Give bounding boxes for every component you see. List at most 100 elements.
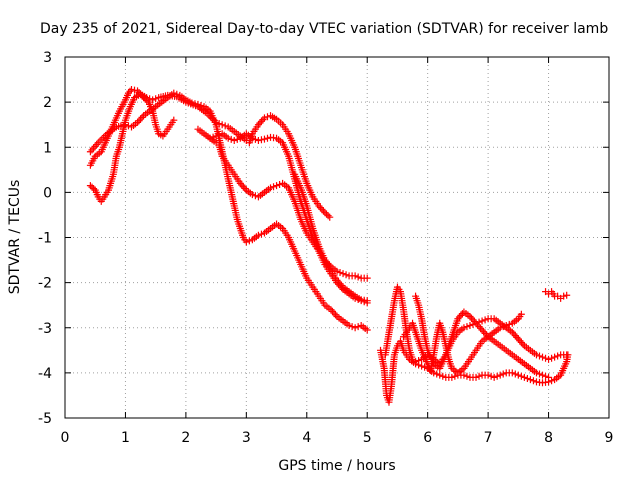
data-point xyxy=(316,204,324,212)
data-point xyxy=(212,132,220,140)
data-point xyxy=(315,202,323,210)
data-point xyxy=(260,135,268,143)
data-point xyxy=(510,330,518,338)
data-point xyxy=(519,340,527,348)
data-point xyxy=(236,179,244,187)
x-tick-label: 8 xyxy=(544,430,553,446)
data-point xyxy=(483,331,491,339)
data-point xyxy=(86,148,94,156)
data-point xyxy=(149,96,157,104)
data-point xyxy=(324,212,332,220)
data-point xyxy=(233,135,241,143)
data-point xyxy=(170,116,178,124)
data-point xyxy=(259,116,267,124)
data-point xyxy=(242,238,250,246)
y-tick-label: -4 xyxy=(38,366,52,382)
data-point xyxy=(511,370,519,378)
data-point xyxy=(560,292,568,300)
data-point xyxy=(535,370,543,378)
y-tick-label: -3 xyxy=(38,321,52,337)
data-point xyxy=(529,377,537,385)
data-point xyxy=(134,118,142,126)
x-tick-label: 5 xyxy=(363,430,372,446)
data-point xyxy=(241,184,249,192)
data-point xyxy=(254,136,262,144)
data-point xyxy=(412,358,420,366)
data-point xyxy=(460,324,468,332)
x-tick-label: 2 xyxy=(181,430,190,446)
data-point xyxy=(436,371,444,379)
data-point xyxy=(263,134,271,142)
data-point xyxy=(230,136,238,144)
data-point xyxy=(345,321,353,329)
data-point xyxy=(451,372,459,380)
data-point xyxy=(318,205,326,213)
data-point xyxy=(90,144,98,152)
data-point xyxy=(505,320,513,328)
x-tick-label: 7 xyxy=(484,430,493,446)
data-point xyxy=(333,276,341,284)
data-point xyxy=(351,272,359,280)
series-track-5 xyxy=(206,130,371,307)
data-point xyxy=(418,362,426,370)
series-track-7 xyxy=(377,337,572,406)
data-point xyxy=(554,352,562,360)
data-point xyxy=(539,371,547,379)
data-point xyxy=(496,371,504,379)
data-point xyxy=(523,375,531,383)
data-point xyxy=(256,119,264,127)
data-point xyxy=(351,324,359,332)
data-point xyxy=(499,370,507,378)
data-point xyxy=(478,317,486,325)
data-point xyxy=(520,373,528,381)
data-point xyxy=(328,307,336,315)
data-point xyxy=(455,313,463,321)
data-point xyxy=(338,281,346,289)
data-point xyxy=(516,337,524,345)
data-point xyxy=(137,115,145,123)
data-point xyxy=(542,354,550,362)
data-point xyxy=(91,142,99,150)
y-tick-label: -5 xyxy=(38,411,52,427)
data-point xyxy=(469,316,477,324)
data-point xyxy=(90,185,98,193)
data-point xyxy=(542,372,550,380)
data-point xyxy=(326,213,334,221)
x-tick-label: 4 xyxy=(302,430,311,446)
data-point xyxy=(330,309,338,317)
data-point xyxy=(254,231,262,239)
data-point xyxy=(514,371,522,379)
data-point xyxy=(551,353,559,361)
data-point xyxy=(248,134,256,142)
data-point xyxy=(197,102,205,110)
data-point xyxy=(463,372,471,380)
data-point xyxy=(563,291,571,299)
data-point xyxy=(502,321,510,329)
data-point xyxy=(499,323,507,331)
data-point xyxy=(273,182,281,190)
data-point xyxy=(191,100,199,108)
data-point xyxy=(93,141,101,149)
y-tick-label: 3 xyxy=(43,50,52,66)
data-point xyxy=(548,354,556,362)
data-point xyxy=(481,329,489,337)
data-point xyxy=(270,183,278,191)
data-point xyxy=(238,181,246,189)
data-point xyxy=(535,352,543,360)
x-tick-label: 6 xyxy=(423,430,432,446)
x-tick-label: 0 xyxy=(61,430,70,446)
series-track-2 xyxy=(86,90,334,221)
data-point xyxy=(135,117,143,125)
data-point xyxy=(471,318,479,326)
data-point xyxy=(548,377,556,385)
data-point xyxy=(121,121,129,129)
axis-ticks: 0 1 2 3 4 5 6 7 8 9 -5 -4 -3 -2 -1 0 1 2 3 xyxy=(38,50,613,446)
x-axis-title: GPS time / hours xyxy=(278,458,395,474)
data-point xyxy=(475,372,483,380)
data-point xyxy=(354,273,362,281)
data-point xyxy=(545,373,553,381)
data-point xyxy=(478,326,486,334)
data-point xyxy=(563,351,571,359)
data-point xyxy=(251,135,259,143)
data-point xyxy=(511,332,519,340)
